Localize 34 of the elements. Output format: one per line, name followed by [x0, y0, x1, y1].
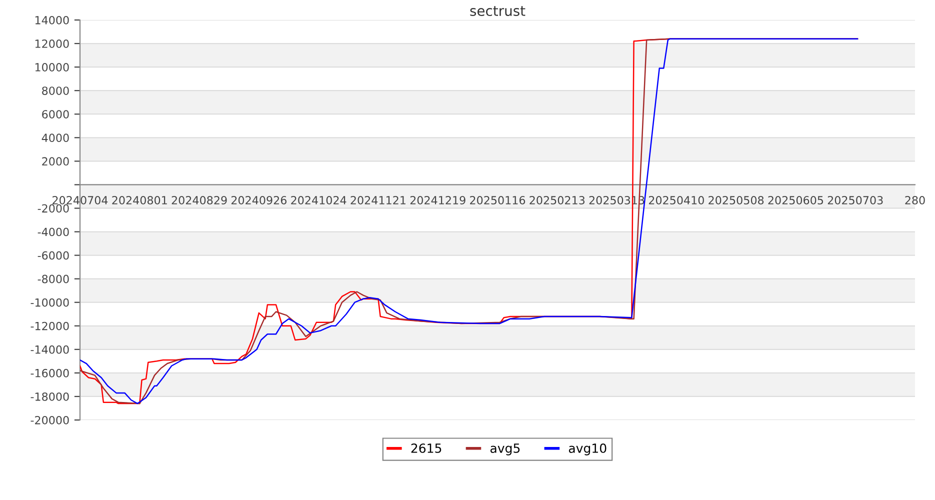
- y-tick-label: 14000: [35, 16, 69, 24]
- y-tick-label: -6000: [38, 251, 69, 260]
- y-tick-label: 10000: [35, 63, 69, 72]
- y-tick-label: -16000: [30, 368, 69, 378]
- y-tick-label: -2000: [38, 204, 69, 213]
- x-tick-label: 20240801: [112, 196, 167, 204]
- x-tick-label: 20241219: [410, 196, 466, 204]
- y-tick-label: 12000: [35, 40, 69, 48]
- y-tick-label: 8000: [42, 86, 69, 95]
- y-tick-label: -20000: [30, 416, 69, 424]
- x-tick-label: 20240926: [231, 196, 287, 204]
- legend-label: avg10: [568, 443, 606, 456]
- y-tick-label: 2000: [42, 157, 69, 166]
- x-tick-label: 20250116: [470, 196, 526, 204]
- x-tick-label: 20250213: [530, 196, 585, 204]
- y-tick-label: -8000: [38, 274, 69, 284]
- x-tick-label: 20241024: [291, 196, 346, 204]
- x-tick-label: 20241121: [350, 196, 406, 204]
- y-tick-label: -4000: [38, 228, 69, 236]
- x-tick-label: 20250508: [708, 196, 764, 204]
- x-tick-label: 20240829: [172, 196, 227, 204]
- y-tick-label: 6000: [42, 110, 69, 118]
- legend-label: avg5: [490, 444, 520, 456]
- chart-title: sectrust: [470, 6, 526, 16]
- legend-label: 2615: [411, 443, 442, 453]
- y-tick-label: -18000: [30, 392, 69, 401]
- x-tick-label: 20250605: [768, 196, 824, 204]
- y-tick-label: -10000: [30, 298, 69, 307]
- y-tick-label: 4000: [42, 134, 69, 142]
- x-tick-label: 20250703: [828, 196, 883, 204]
- y-tick-label: -12000: [30, 322, 69, 330]
- x-tick-label: 20250410: [648, 196, 704, 204]
- y-tick-label: -14000: [30, 345, 69, 354]
- x-tick-label: 280: [905, 196, 925, 204]
